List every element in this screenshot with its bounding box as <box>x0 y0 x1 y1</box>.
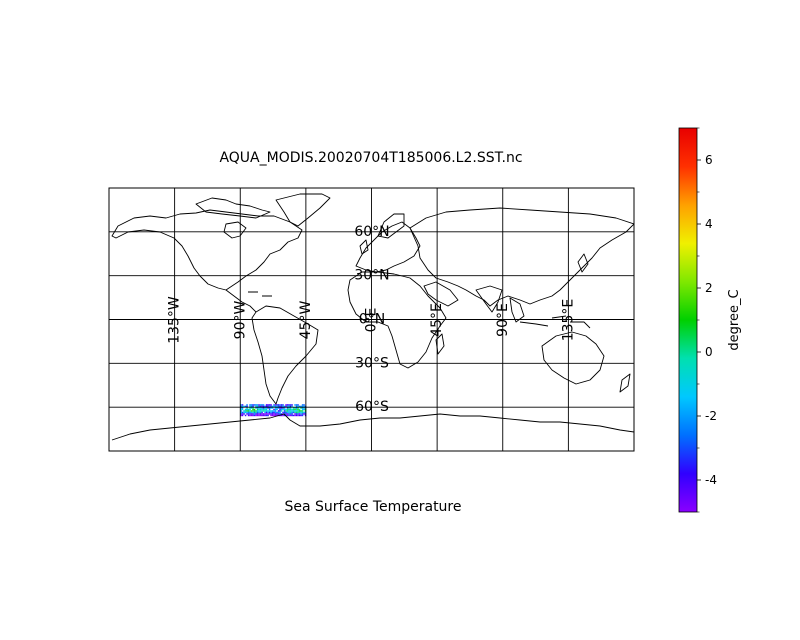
colorbar-ticks: 6 4 2 0 -2 -4 <box>697 127 717 513</box>
lon-label: 135°W <box>167 296 183 344</box>
lon-label: 135°E <box>560 299 576 342</box>
coast-scandinavia <box>377 213 405 239</box>
coast-caribbean <box>248 291 272 297</box>
colorbar-tick-label: -2 <box>705 409 717 423</box>
lat-label: 60°N <box>354 224 389 240</box>
coastlines <box>111 193 634 441</box>
colorbar-tick-label: 4 <box>705 217 713 231</box>
grid-labels: 135°W 90°W 45°W 0°E 45°E 90°E 135°E 60°N 30°N 0°N… <box>167 224 577 415</box>
coast-arabia <box>423 281 459 307</box>
coast-arctic-islands <box>195 197 271 219</box>
lat-label: 0°N <box>359 312 385 328</box>
colorbar-tick-label: 6 <box>705 153 713 167</box>
colorbar <box>678 127 698 513</box>
colorbar-tick-label: -4 <box>705 473 717 487</box>
coast-japan <box>577 253 589 273</box>
swath-layer <box>240 404 307 417</box>
coast-central-america <box>225 289 257 313</box>
colorbar-label: degree_C <box>727 289 742 350</box>
coast-north-america <box>111 209 303 291</box>
coast-se-asia <box>509 297 525 323</box>
gridlines <box>109 188 634 451</box>
colorbar-tick-label: 2 <box>705 281 713 295</box>
coast-asia <box>409 207 634 307</box>
coast-south-america <box>251 305 319 405</box>
lon-label: 0°E <box>364 308 380 333</box>
lon-label: 45°W <box>298 301 314 340</box>
coast-uk <box>359 239 369 255</box>
colorbar-tick-label: 0 <box>705 345 713 359</box>
x-axis-label: Sea Surface Temperature <box>285 499 462 515</box>
coast-antarctica <box>111 413 634 441</box>
lat-label: 30°N <box>354 268 389 284</box>
lon-label: 90°W <box>232 301 248 340</box>
lat-label: 30°S <box>355 355 389 371</box>
map-frame <box>108 187 635 452</box>
lon-label: 90°E <box>495 303 511 337</box>
coast-indonesia <box>519 315 591 329</box>
lon-label: 45°E <box>429 303 445 337</box>
coast-new-zealand <box>619 373 631 393</box>
coast-australia <box>541 331 605 385</box>
coast-greenland <box>275 193 331 227</box>
map-title: AQUA_MODIS.20020704T185006.L2.SST.nc <box>219 150 522 166</box>
lat-label: 60°S <box>355 399 389 415</box>
coast-africa <box>347 271 447 369</box>
coast-india <box>475 285 503 313</box>
